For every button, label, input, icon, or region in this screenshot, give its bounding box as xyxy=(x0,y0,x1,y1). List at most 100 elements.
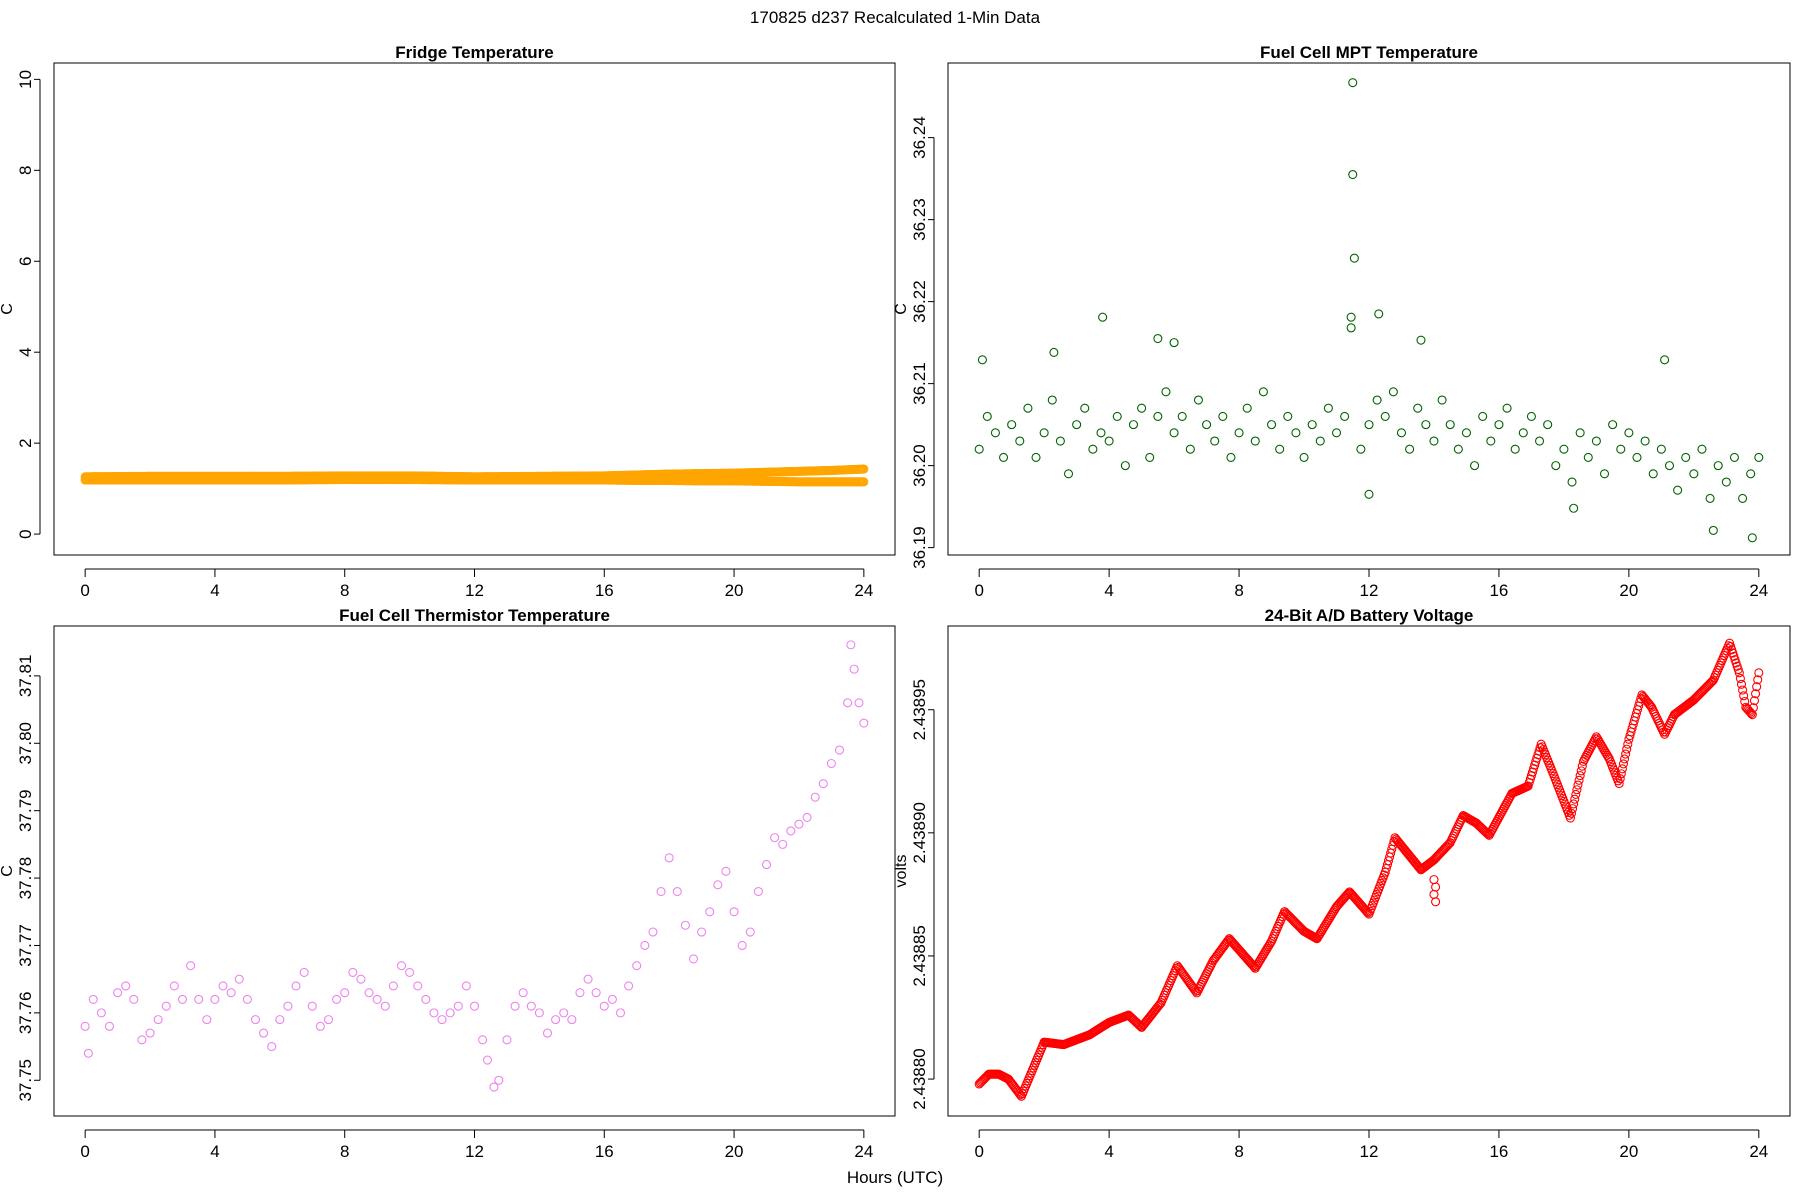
x-tick-label: 20 xyxy=(725,581,744,600)
plot-frame xyxy=(947,62,1791,556)
x-tick-label: 24 xyxy=(854,1142,873,1161)
data-point xyxy=(1234,428,1244,438)
data-point xyxy=(688,954,699,964)
data-point xyxy=(1047,395,1057,405)
data-point xyxy=(1567,477,1577,487)
data-point xyxy=(1348,78,1358,88)
data-point xyxy=(291,981,301,991)
data-point xyxy=(1735,673,1745,684)
data-point xyxy=(745,927,755,937)
data-point xyxy=(834,745,845,755)
y-axis-label: C xyxy=(893,303,910,315)
data-point xyxy=(1748,703,1758,713)
data-point xyxy=(607,994,617,1004)
data-point xyxy=(1104,436,1114,446)
data-point xyxy=(1015,436,1025,446)
data-point xyxy=(80,1021,90,1031)
panel-2: Fuel Cell MPT Temperature C 0 4 8 12 16 20 24 36.… xyxy=(893,43,1791,600)
data-point xyxy=(186,961,196,971)
y-tick-label: 8 xyxy=(16,166,35,175)
panel-title: Fridge Temperature xyxy=(395,43,553,62)
data-point xyxy=(283,1001,293,1011)
data-point xyxy=(202,1015,212,1025)
data-point xyxy=(1478,411,1488,421)
data-point xyxy=(656,887,666,897)
data-point xyxy=(974,444,984,454)
data-point xyxy=(1617,764,1627,774)
data-point xyxy=(753,887,763,897)
data-point xyxy=(624,981,634,991)
y-tick-label: 37.81 xyxy=(16,655,35,698)
data-point xyxy=(1193,395,1204,405)
data-point xyxy=(854,698,864,708)
data-point xyxy=(1356,444,1366,454)
y-tick-label: 36.22 xyxy=(910,280,929,323)
data-point xyxy=(250,1015,261,1025)
data-point xyxy=(1153,411,1163,421)
data-point xyxy=(1559,444,1569,454)
data-point xyxy=(1049,347,1059,358)
data-point xyxy=(1673,485,1683,495)
y-tick-label: 6 xyxy=(16,257,35,266)
data-point xyxy=(534,1008,544,1018)
data-point xyxy=(977,355,987,365)
data-point xyxy=(551,1015,561,1025)
data-point xyxy=(1510,444,1520,454)
y-tick-label: 2.43895 xyxy=(910,679,929,740)
data-point xyxy=(356,974,366,984)
data-point xyxy=(421,994,431,1004)
data-point xyxy=(1183,976,1193,986)
data-point xyxy=(177,994,188,1004)
data-point xyxy=(1470,461,1480,471)
data-point xyxy=(1623,739,1633,749)
y-tick-label: 2.43885 xyxy=(910,925,929,986)
x-tick-label: 12 xyxy=(1360,1142,1379,1161)
data-point xyxy=(1416,335,1426,345)
y-tick-label: 37.76 xyxy=(16,992,35,1035)
data-point xyxy=(1180,971,1190,981)
data-point xyxy=(1374,309,1384,319)
data-point xyxy=(1348,169,1358,180)
panel-3: Fuel Cell Thermistor Temperature C 0 4 8 12 16… xyxy=(0,606,896,1161)
data-point xyxy=(1172,961,1182,971)
data-point xyxy=(1648,469,1658,479)
data-point xyxy=(388,981,398,991)
data-point xyxy=(1614,779,1624,789)
data-point xyxy=(1112,411,1122,421)
data-point xyxy=(1705,493,1715,503)
data-point xyxy=(1315,436,1325,446)
data-point xyxy=(761,860,772,870)
x-tick-label: 12 xyxy=(465,581,484,600)
data-point xyxy=(1738,685,1748,695)
data-point xyxy=(1169,338,1179,348)
data-point xyxy=(1007,420,1017,430)
data-point xyxy=(1364,489,1374,499)
data-points xyxy=(80,464,869,487)
data-point xyxy=(1566,808,1577,818)
data-point xyxy=(990,428,1000,438)
x-tick-label: 4 xyxy=(1104,581,1113,600)
data-point xyxy=(1660,355,1670,365)
data-point xyxy=(1681,452,1691,462)
data-point xyxy=(542,1028,553,1038)
y-tick-label: 36.23 xyxy=(910,198,929,241)
data-point xyxy=(1340,411,1350,421)
y-tick-label: 37.79 xyxy=(16,789,35,832)
data-point xyxy=(1372,395,1382,405)
data-point xyxy=(340,988,350,998)
data-point xyxy=(1250,436,1260,446)
data-point xyxy=(129,994,139,1004)
data-point xyxy=(1708,525,1718,535)
data-point xyxy=(1615,774,1625,784)
data-point xyxy=(1751,689,1761,699)
data-point xyxy=(1577,761,1587,771)
data-point xyxy=(1169,428,1179,438)
data-point xyxy=(1526,411,1536,421)
y-tick-label: 37.80 xyxy=(16,722,35,765)
data-point xyxy=(1055,436,1065,446)
x-tick-label: 16 xyxy=(595,581,614,600)
y-tick-label: 37.75 xyxy=(16,1059,35,1102)
data-point xyxy=(705,907,715,917)
x-tick-label: 16 xyxy=(1489,1142,1508,1161)
data-point xyxy=(1574,775,1584,785)
